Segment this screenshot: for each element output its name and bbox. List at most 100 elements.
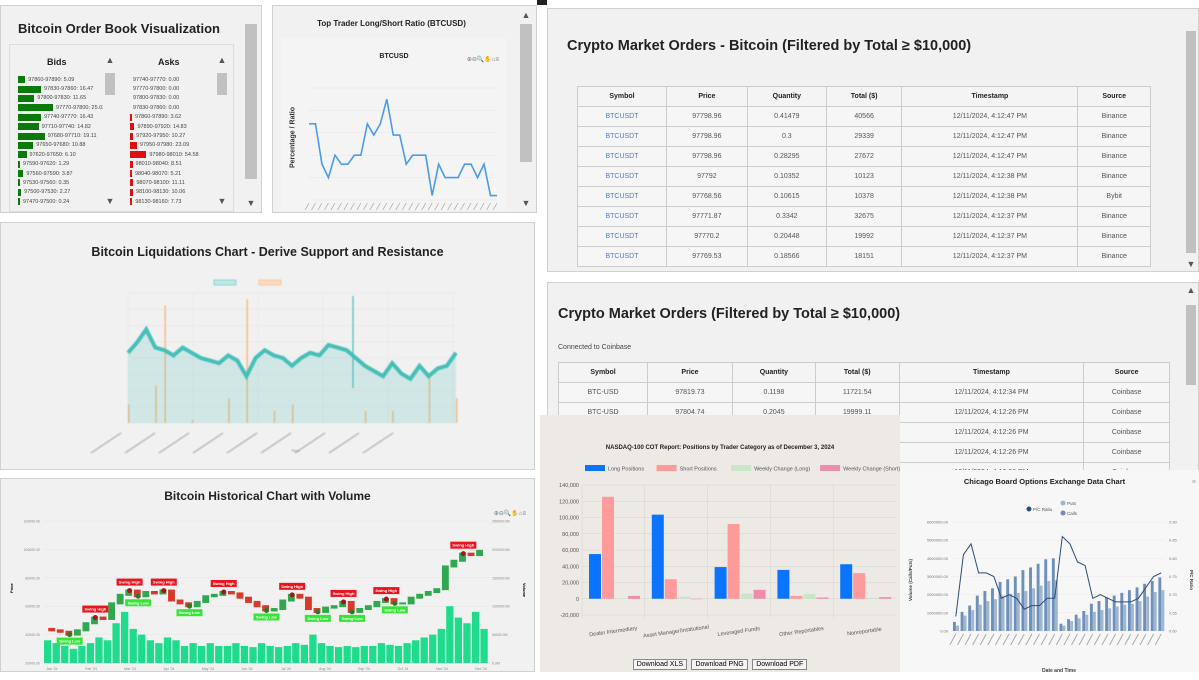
depth-label: 97530-97560: 0.35 bbox=[23, 179, 70, 186]
volume-bar bbox=[300, 644, 309, 663]
column-header[interactable]: Total ($) bbox=[814, 362, 900, 383]
quantity-bar bbox=[456, 398, 458, 423]
bids-row: 97740-97770: 16.43 bbox=[18, 113, 105, 122]
calls-bar bbox=[1074, 614, 1078, 631]
depth-bar bbox=[18, 170, 24, 178]
symbol-link[interactable]: BTCUSDT bbox=[577, 206, 667, 227]
x-tick-label bbox=[1048, 633, 1056, 646]
depth-bar bbox=[130, 123, 135, 131]
bar bbox=[602, 496, 614, 599]
y2-tick-label: 0.60 bbox=[1169, 629, 1178, 634]
symbol-link[interactable]: BTCUSDT bbox=[577, 246, 667, 267]
calls-bar bbox=[1082, 611, 1086, 631]
puts-bar bbox=[1024, 591, 1028, 631]
candle bbox=[450, 559, 458, 568]
column-header[interactable]: Source bbox=[1083, 362, 1170, 383]
table-row: BTCUSDT 97798.96 0.41479 40566 12/11/2024, 4… bbox=[577, 106, 1151, 127]
depth-label: 97770-97800: 0.00 bbox=[133, 86, 180, 93]
asks-row: 98100-98130: 10.06 bbox=[130, 188, 199, 197]
table-cell: 12/11/2024, 4:12:26 PM bbox=[898, 402, 1085, 423]
swing-label: Swing High bbox=[213, 581, 235, 586]
asks-scrollbar[interactable]: ▲ ▼ bbox=[215, 53, 229, 208]
bids-scrollbar[interactable]: ▲ ▼ bbox=[103, 53, 117, 208]
panel-scrollbar[interactable]: ▲ ▼ bbox=[518, 8, 534, 210]
depth-bar bbox=[18, 160, 20, 168]
symbol-link[interactable]: BTCUSDT bbox=[577, 186, 667, 207]
swing-label-box bbox=[373, 587, 400, 595]
x-tick-label bbox=[995, 633, 1002, 646]
y2-tick-label: 0.85 bbox=[1169, 538, 1178, 543]
depth-bar bbox=[18, 179, 20, 187]
table-cell: 12/11/2024, 4:12:26 PM bbox=[898, 442, 1085, 463]
orders-bitcoin-panel: Crypto Market Orders - Bitcoin (Filtered… bbox=[547, 8, 1199, 272]
swing-label-box bbox=[56, 637, 83, 645]
x-tick-label bbox=[1025, 633, 1033, 646]
column-header[interactable]: Total ($) bbox=[825, 86, 903, 107]
symbol-link[interactable]: BTCUSDT bbox=[577, 106, 667, 127]
column-header[interactable]: Symbol bbox=[557, 362, 649, 383]
column-header[interactable]: Price bbox=[647, 362, 733, 383]
candle bbox=[441, 565, 449, 591]
depth-label: 98040-98070: 5.21 bbox=[135, 170, 182, 177]
panel-scrollbar[interactable]: ▼ bbox=[243, 8, 259, 210]
bids-row: 97560-97590: 3.87 bbox=[18, 169, 105, 178]
symbol-link[interactable]: BTCUSDT bbox=[577, 166, 667, 187]
volume-bar bbox=[44, 640, 52, 663]
longshort-panel: Top Trader Long/Short Ratio (BTCUSD) BTC… bbox=[272, 5, 537, 213]
puts-bar bbox=[1039, 585, 1043, 631]
chart-toolbar-icons[interactable]: ⊕⊖🔍✋⌂≡ bbox=[493, 511, 526, 517]
x-tick-label bbox=[979, 633, 987, 646]
swing-label: Swing Low bbox=[384, 607, 406, 612]
table-cell: 12/11/2024, 4:12:47 PM bbox=[901, 146, 1079, 167]
volume-bar bbox=[471, 611, 480, 663]
menu-icon[interactable]: ≡ bbox=[1191, 479, 1196, 486]
table-row: BTCUSDT 97771.87 0.3342 32675 12/11/2024, 4:… bbox=[577, 206, 1151, 227]
download-xls-button[interactable]: Download XLS bbox=[632, 659, 688, 670]
column-header[interactable]: Source bbox=[1077, 86, 1151, 107]
candle bbox=[210, 593, 218, 598]
symbol-link[interactable]: BTCUSDT bbox=[577, 126, 667, 147]
download-pdf-button[interactable]: Download PDF bbox=[752, 659, 808, 670]
x-tick-label bbox=[408, 202, 413, 210]
swing-high-marker bbox=[341, 599, 347, 605]
candle bbox=[176, 599, 184, 605]
pc-ratio-line bbox=[955, 535, 1162, 617]
x-tick-label bbox=[1033, 633, 1040, 646]
swing-low-marker bbox=[67, 632, 73, 638]
x-tick-label bbox=[1017, 633, 1025, 646]
candle bbox=[416, 593, 424, 599]
y2-tick-label: 50000.0M bbox=[492, 633, 508, 637]
x-tick-label bbox=[158, 432, 190, 454]
column-header[interactable]: Timestamp bbox=[898, 362, 1085, 383]
calls-bar bbox=[975, 595, 979, 631]
table-cell: 97798.96 bbox=[665, 126, 748, 147]
volume-bar bbox=[429, 634, 437, 663]
volume-bar bbox=[446, 606, 454, 663]
y2-tick-label: 0.75 bbox=[1169, 574, 1178, 579]
column-header[interactable]: Quantity bbox=[746, 86, 827, 107]
symbol-link[interactable]: BTCUSDT bbox=[577, 146, 667, 167]
divider bbox=[537, 0, 547, 5]
calls-bar bbox=[1150, 581, 1154, 631]
column-header[interactable]: Timestamp bbox=[901, 86, 1079, 107]
column-header[interactable]: Quantity bbox=[731, 362, 816, 383]
swing-label: Swing High bbox=[333, 591, 355, 596]
column-header[interactable]: Price bbox=[665, 86, 748, 107]
bar bbox=[803, 593, 816, 599]
panel-scrollbar[interactable]: ▼ bbox=[1184, 9, 1198, 271]
quantity-bar bbox=[292, 404, 294, 423]
bar bbox=[664, 579, 677, 599]
volume-bar bbox=[360, 645, 368, 663]
symbol-link[interactable]: BTCUSDT bbox=[577, 226, 667, 247]
asks-row: 97920-97950: 10.27 bbox=[130, 131, 199, 140]
bar bbox=[727, 524, 740, 599]
volume-bar bbox=[352, 647, 360, 663]
chart-toolbar-icons[interactable]: ⊕⊖🔍✋⌂≡ bbox=[466, 57, 499, 63]
x-tick-label bbox=[337, 202, 342, 210]
column-header[interactable]: Symbol bbox=[577, 86, 667, 107]
depth-label: 97770-97800: 25.03 bbox=[56, 104, 106, 111]
bar bbox=[690, 598, 703, 600]
download-png-button[interactable]: Download PNG bbox=[691, 659, 748, 670]
volume-bar bbox=[309, 634, 317, 663]
swing-label-box bbox=[150, 578, 177, 586]
